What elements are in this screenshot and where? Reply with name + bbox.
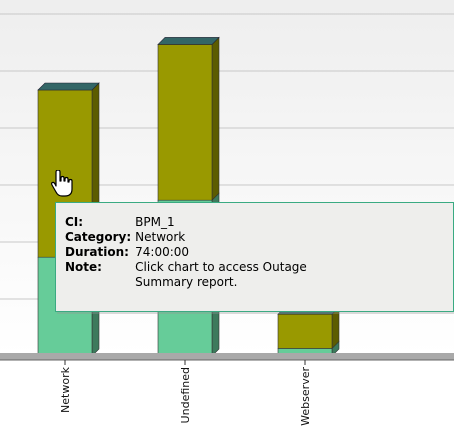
bar-top[interactable] <box>37 82 100 91</box>
axis-floor <box>0 353 454 361</box>
tooltip-ci-value: BPM_1 <box>135 215 175 229</box>
floor-slab <box>0 353 454 360</box>
tooltip-note-label: Note: <box>65 260 102 274</box>
tooltip-category-value: Network <box>135 230 186 244</box>
hand-pointer-icon <box>51 170 73 197</box>
bar-segment[interactable] <box>157 44 213 201</box>
tooltip-category-label: Category: <box>65 230 132 244</box>
x-tick-labels: Network Undefined Webserver <box>59 360 312 426</box>
tooltip-note-value: Click chart to access Outage Summary rep… <box>135 260 307 289</box>
bar-segment[interactable] <box>277 313 333 349</box>
tooltip-ci-label: CI: <box>65 215 84 229</box>
bar-top[interactable] <box>157 37 220 45</box>
tooltip-duration-label: Duration: <box>65 245 129 259</box>
x-tick-label: Webserver <box>299 367 312 426</box>
bar-side[interactable] <box>211 36 220 201</box>
x-tick-label: Network <box>59 366 72 413</box>
chart-tooltip: CI: BPM_1 Category: Network Duration: 74… <box>55 202 454 312</box>
tooltip-duration-value: 74:00:00 <box>135 245 190 259</box>
x-tick-label: Undefined <box>179 367 192 423</box>
